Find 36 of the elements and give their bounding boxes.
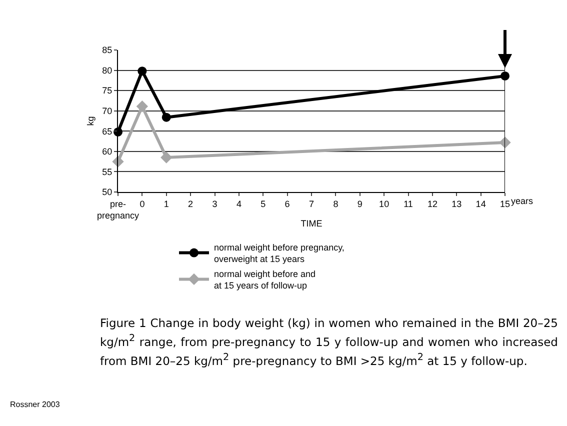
x-axis-title: TIME — [300, 218, 322, 228]
x-tick-label: 13 — [452, 198, 462, 209]
x-tick-label: 12 — [427, 198, 438, 209]
x-tick-label: 10 — [379, 198, 390, 209]
y-tick-label: 60 — [102, 146, 112, 157]
x-tick-label: 4 — [236, 198, 242, 209]
y-tick-label: 55 — [102, 166, 112, 177]
x-tick-label: pre- pregnancy — [96, 198, 140, 220]
x-tick-label: 5 — [260, 198, 266, 209]
point — [160, 152, 172, 164]
x-tick-label: 14 — [476, 198, 486, 209]
x-tick-label: 2 — [188, 198, 194, 209]
text: years — [511, 196, 534, 206]
x-tick-label: 7 — [308, 198, 314, 209]
point — [162, 112, 171, 122]
text: Figure 1 Change in body weight (kg) in women who remained in the BMI 20–25 kg/m$^{2}$ range, from pre-pregnancy to 15 y follow-up and women who increased from BMI 20–25 kg/m$^{2}$ pre-pregnancy to BMI >25 kg/m$^{2}$ at 15 y follow-up. — [100, 316, 558, 368]
y-axis-title: kg — [86, 116, 96, 126]
point — [138, 66, 147, 76]
legend-label: normal weight before and at 15 years of follow-up — [214, 268, 316, 291]
x-tick-label: 11 — [404, 198, 413, 209]
y-tick-label: 70 — [102, 106, 112, 116]
x-tick-label: 9 — [357, 198, 362, 209]
x-tick-label: 15 — [500, 198, 510, 209]
y-tick-label: 75 — [102, 86, 112, 96]
x-tick-label: 8 — [333, 198, 338, 209]
x-tick-label: 3 — [212, 198, 218, 209]
point — [136, 100, 148, 112]
y-tick-label: 50 — [102, 187, 112, 198]
x-tick-label: 0 — [140, 198, 145, 209]
y-tick-label: 85 — [102, 45, 112, 56]
point — [500, 71, 510, 80]
y-tick-label: 80 — [102, 65, 112, 76]
y-tick-label: 65 — [102, 126, 112, 136]
x-tick-label: 6 — [284, 198, 290, 209]
x-tick-label: 1 — [164, 198, 169, 209]
text: Rossner 2003 — [10, 400, 60, 409]
